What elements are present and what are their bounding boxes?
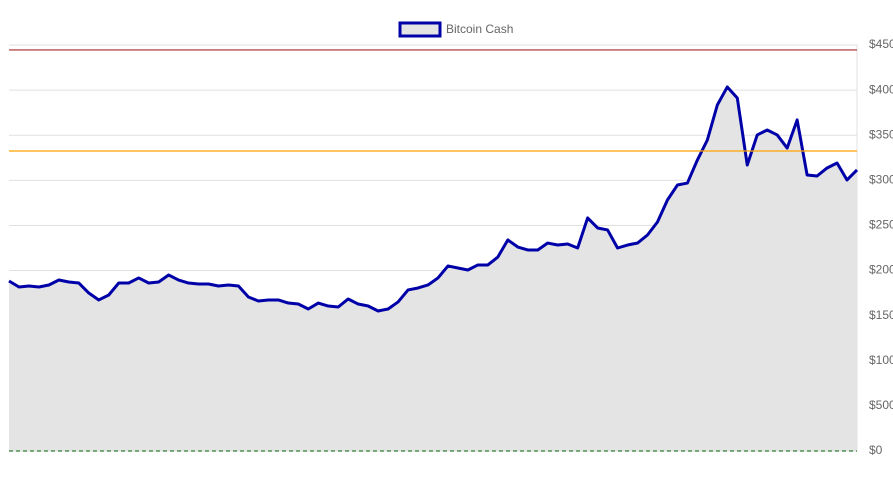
y-tick-label: $500	[869, 398, 893, 412]
legend-label[interactable]: Bitcoin Cash	[446, 22, 513, 36]
y-tick-label: $2500	[869, 218, 893, 232]
line	[8, 85, 859, 313]
area	[9, 86, 857, 451]
y-tick-label: $3000	[869, 173, 893, 187]
legend-swatch[interactable]	[398, 21, 442, 38]
y-tick-label: $0	[869, 443, 883, 457]
y-tick-label: $3500	[869, 127, 893, 141]
y-tick-label: $2000	[869, 263, 893, 277]
y-tick-label: $4500	[869, 37, 893, 51]
y-tick-label: $1000	[869, 353, 893, 367]
y-tick-label: $1500	[869, 308, 893, 322]
y-tick-label: $4000	[869, 82, 893, 96]
